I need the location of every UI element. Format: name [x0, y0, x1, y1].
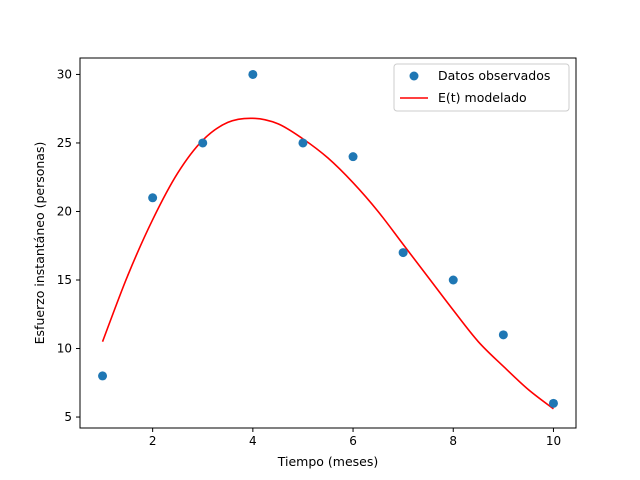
observed-data-point	[398, 248, 408, 258]
x-axis-label: Tiempo (meses)	[277, 454, 378, 469]
series-layer	[98, 69, 558, 410]
legend-label-model: E(t) modelado	[438, 90, 527, 105]
y-axis-label: Esfuerzo instantáneo (personas)	[32, 142, 47, 345]
observed-data-point	[148, 193, 158, 203]
x-tick-label: 8	[449, 434, 457, 448]
observed-data-point	[348, 152, 358, 162]
x-tick-label: 6	[349, 434, 357, 448]
legend-label-observed: Datos observados	[438, 68, 550, 83]
y-tick-label: 30	[57, 67, 72, 81]
x-tick-label: 10	[546, 434, 561, 448]
y-tick-label: 20	[57, 204, 72, 218]
legend-box	[393, 63, 570, 112]
x-tick-label: 4	[249, 434, 257, 448]
y-tick-label: 5	[64, 410, 72, 424]
legend: Datos observados E(t) modelado	[393, 63, 570, 112]
observed-data-point	[198, 138, 208, 148]
legend-marker-observed	[409, 71, 419, 81]
observed-data-point	[248, 69, 258, 79]
axis-ticks: 2 4 6 8 10 5 10 15 20 25 30	[57, 67, 561, 448]
observed-data-point	[448, 275, 458, 285]
model-curve-line	[101, 117, 554, 410]
y-tick-label: 25	[57, 136, 72, 150]
x-tick-label: 2	[149, 434, 157, 448]
observed-data-point	[98, 371, 108, 381]
y-tick-label: 10	[57, 342, 72, 356]
observed-data-point	[298, 138, 308, 148]
observed-data-point	[548, 398, 558, 408]
plot-area-frame	[79, 57, 577, 429]
observed-data-point	[498, 330, 508, 340]
y-tick-label: 15	[57, 273, 72, 287]
